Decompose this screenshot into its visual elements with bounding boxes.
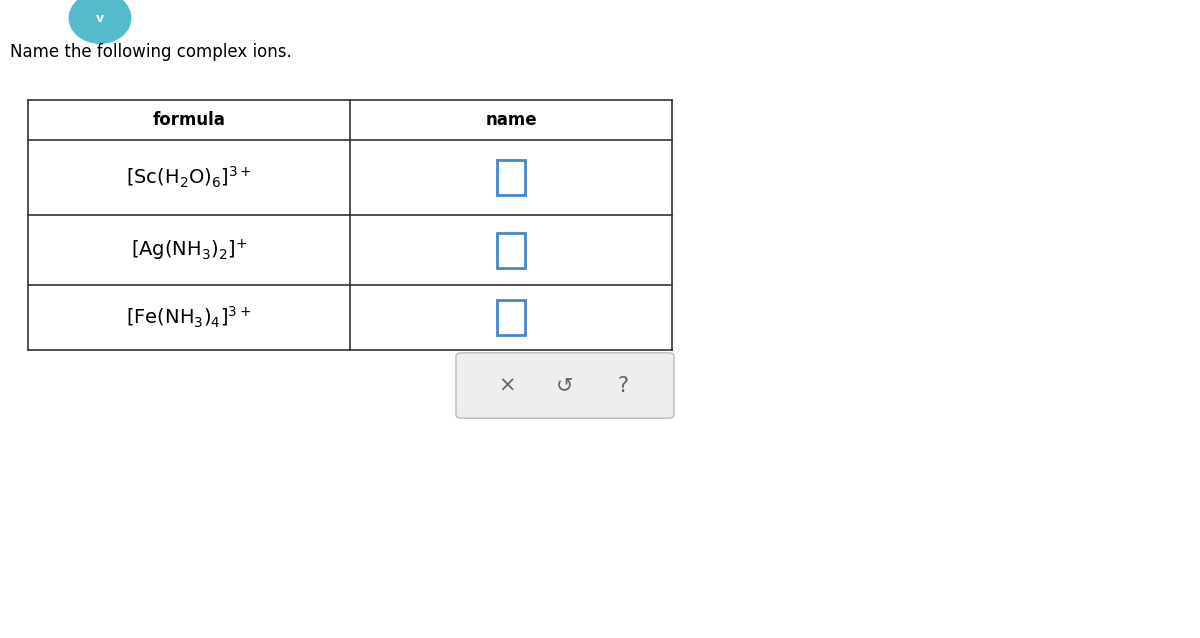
- Text: formula: formula: [152, 111, 226, 129]
- Ellipse shape: [70, 0, 131, 43]
- Text: ?: ?: [617, 376, 629, 396]
- Text: ×: ×: [498, 376, 516, 396]
- FancyBboxPatch shape: [497, 160, 526, 195]
- Text: v: v: [96, 11, 104, 24]
- Text: Name the following complex ions.: Name the following complex ions.: [10, 43, 292, 61]
- Text: $\left[\mathrm{Sc}\left(\mathrm{H_2O}\right)_{6}\right]^{3+}$: $\left[\mathrm{Sc}\left(\mathrm{H_2O}\ri…: [126, 165, 252, 190]
- Text: $\left[\mathrm{Ag}\left(\mathrm{NH_3}\right)_{2}\right]^{+}$: $\left[\mathrm{Ag}\left(\mathrm{NH_3}\ri…: [131, 237, 247, 263]
- FancyBboxPatch shape: [456, 353, 674, 418]
- Text: name: name: [485, 111, 536, 129]
- Text: ↺: ↺: [557, 376, 574, 396]
- FancyBboxPatch shape: [497, 300, 526, 335]
- Bar: [28, 100, 672, 350]
- FancyBboxPatch shape: [497, 232, 526, 267]
- Text: $\left[\mathrm{Fe}\left(\mathrm{NH_3}\right)_{4}\right]^{3+}$: $\left[\mathrm{Fe}\left(\mathrm{NH_3}\ri…: [126, 305, 252, 330]
